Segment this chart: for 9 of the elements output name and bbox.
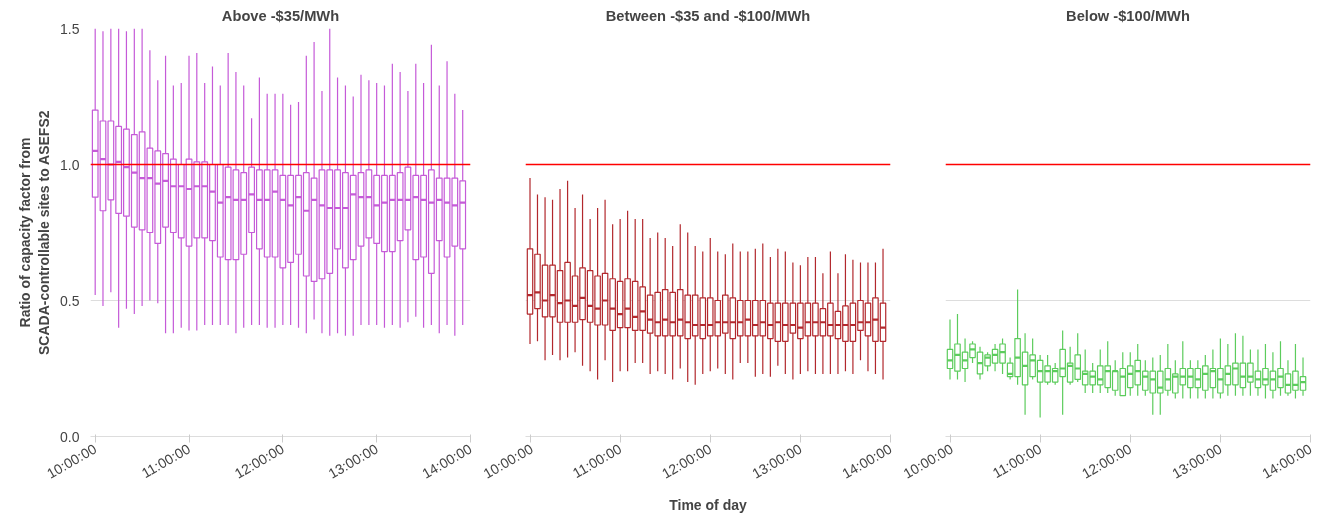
x-axis-title: Time of day <box>669 496 747 513</box>
chart-title: Between -$35 and -$100/MWh <box>605 7 811 24</box>
y-tick-label: 0.0 <box>60 428 80 445</box>
y-axis-title: Ratio of capacity factor from SCADA-controllable sites to ASEFS2 <box>16 110 53 356</box>
chart-title: Above -$35/MWh <box>221 7 340 24</box>
y-tick-label: 1.0 <box>60 156 80 173</box>
y-tick-label: 1.5 <box>60 20 80 37</box>
y-tick-label: 0.5 <box>60 292 80 309</box>
chart-title: Below -$100/MWh <box>1066 7 1190 24</box>
